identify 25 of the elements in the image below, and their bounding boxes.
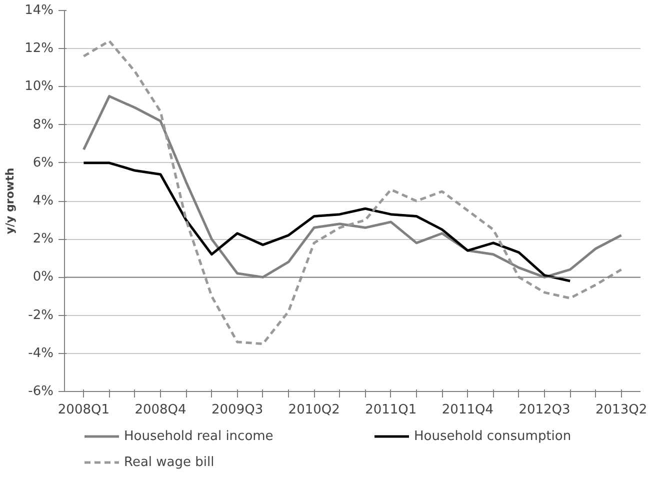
x-tick-label: 2012Q3 (518, 402, 570, 418)
x-tick-label: 2010Q2 (288, 402, 340, 418)
y-tick-label: -6% (28, 384, 54, 399)
y-tick-label: 8% (32, 117, 54, 132)
y-axis-title: y/y growth (4, 168, 17, 234)
legend-label: Household real income (124, 428, 274, 444)
y-tick-label: 10% (24, 79, 54, 94)
legend-label: Household consumption (414, 428, 572, 444)
x-tick-label: 2008Q4 (134, 402, 186, 418)
x-tick-label: 2008Q1 (58, 402, 110, 418)
x-tick-label: 2013Q2 (596, 402, 648, 418)
y-tick-label: -4% (28, 346, 54, 361)
line-series (82, 40, 623, 346)
y-tick-label: -2% (28, 308, 54, 323)
legend-label: Real wage bill (124, 454, 216, 470)
y-tick-label: 2% (32, 232, 54, 247)
y-tick-label: 14% (24, 3, 54, 18)
x-tick-label: 2009Q3 (212, 402, 264, 418)
x-tick-label: 2011Q1 (365, 402, 417, 418)
x-tick-label: 2011Q4 (442, 402, 494, 418)
y-tick-label: 0% (32, 270, 54, 285)
y-tick-label: 12% (24, 41, 54, 56)
y-tick-label: 6% (32, 155, 54, 170)
y-tick-label: 4% (32, 194, 54, 208)
line-series (82, 162, 572, 282)
